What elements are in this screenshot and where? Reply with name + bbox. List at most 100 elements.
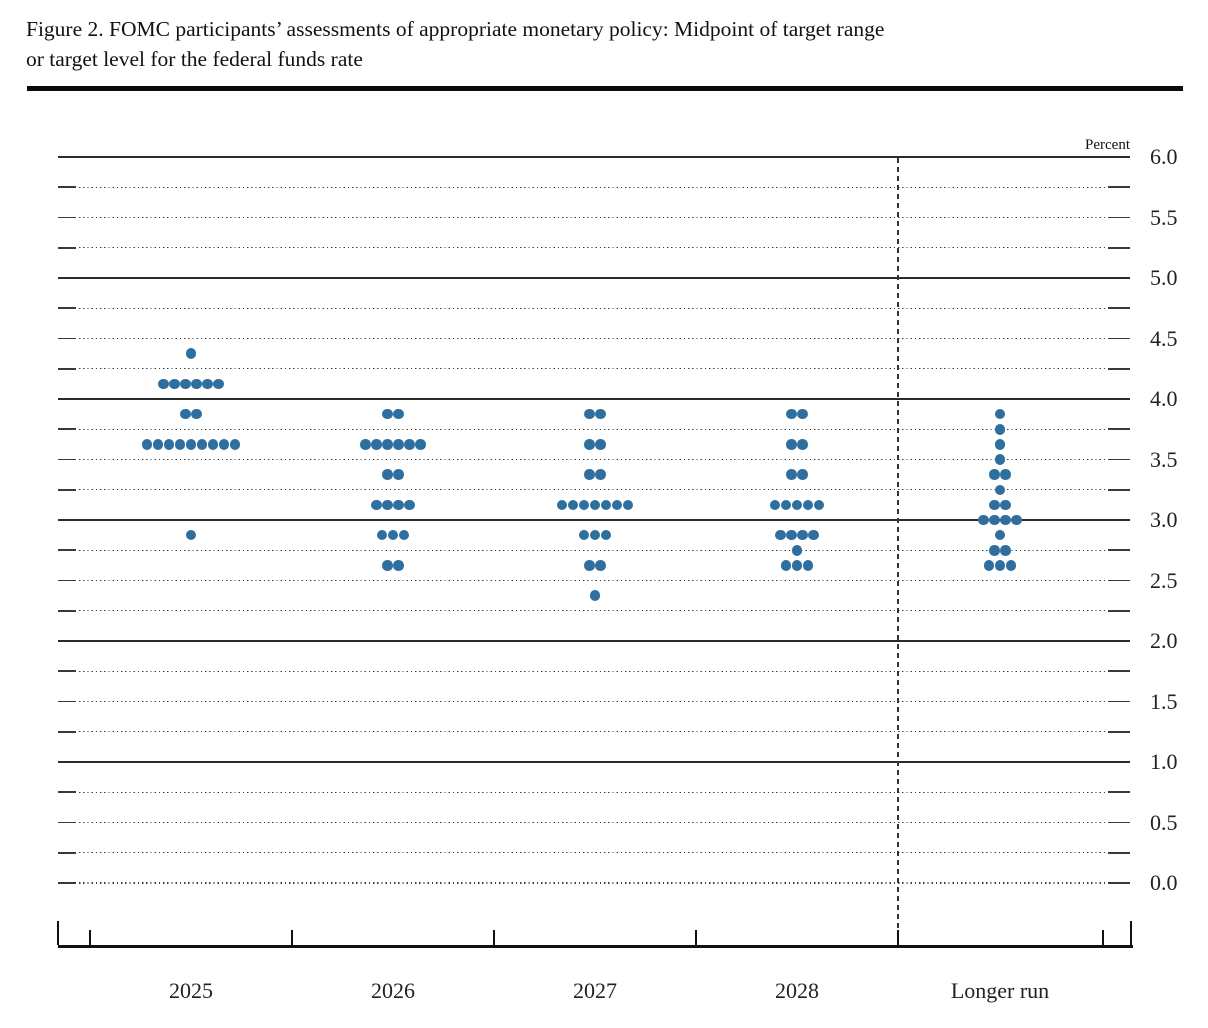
x-axis-label-longer-run: Longer run — [950, 978, 1050, 1003]
dot-longer-run-2.75 — [1000, 545, 1011, 556]
dot-2027-3.875 — [584, 408, 595, 420]
dot-longer-run-2.75 — [989, 545, 1000, 556]
y-axis-label-1.0: 1.0 — [1150, 749, 1178, 774]
dot-2028-2.875 — [808, 529, 819, 541]
dot-2028-2.625 — [780, 560, 792, 571]
y-tick-left-5.50 — [58, 216, 76, 219]
dot-longer-run-3.625 — [994, 439, 1006, 450]
gridline-3.75 — [58, 428, 1106, 430]
dot-2026-2.875 — [387, 529, 399, 541]
dot-2027-3.125 — [589, 499, 601, 511]
dot-2026-3.625 — [360, 439, 371, 450]
dot-longer-run-3.75 — [994, 424, 1006, 435]
y-tick-right-2.25 — [1108, 609, 1130, 612]
dot-2025-4.125 — [213, 378, 224, 390]
dot-2026-3.375 — [393, 469, 404, 480]
dot-2028-2.875 — [797, 529, 808, 541]
figure-title-line-2: or target level for the federal funds ra… — [26, 47, 363, 71]
y-tick-left-5.25 — [58, 246, 76, 249]
y-tick-right-4.50 — [1108, 337, 1130, 340]
y-tick-right-4.25 — [1108, 367, 1130, 370]
x-axis-label-2028: 2028 — [775, 978, 819, 1003]
dot-2026-2.625 — [382, 560, 393, 571]
y-tick-left-4.75 — [58, 307, 76, 310]
y-tick-right-0.25 — [1108, 851, 1130, 854]
dot-2027-2.625 — [584, 560, 595, 571]
dot-2027-3.125 — [600, 499, 612, 511]
gridline-6.00 — [58, 156, 1130, 158]
y-tick-left-0.00 — [58, 882, 76, 884]
dot-longer-run-3.125 — [1000, 499, 1011, 511]
figure-title-line-1: Figure 2. FOMC participants’ assessments… — [26, 17, 885, 41]
gridline-4.50 — [58, 337, 1106, 340]
dot-2026-3.625 — [371, 439, 382, 450]
y-axis-label-2.0: 2.0 — [1150, 628, 1178, 653]
dot-2025-3.625 — [163, 439, 175, 450]
dot-2025-4.125 — [180, 378, 191, 390]
figure-title: Figure 2. FOMC participants’ assessments… — [26, 14, 1186, 74]
dot-2028-2.75 — [791, 545, 803, 556]
dot-2027-2.875 — [578, 529, 590, 541]
longer-run-separator — [897, 158, 899, 945]
dot-2027-3.625 — [584, 439, 595, 450]
x-axis-tick-5 — [1101, 930, 1105, 945]
y-axis-label-4.0: 4.0 — [1150, 386, 1178, 411]
gridline-4.75 — [58, 307, 1106, 309]
dot-2027-3.375 — [584, 469, 595, 480]
dot-longer-run-2.875 — [994, 529, 1006, 541]
dot-2028-2.625 — [791, 560, 803, 571]
x-axis-tick-2 — [492, 930, 496, 945]
dot-2028-3.125 — [813, 499, 825, 511]
dot-2028-3.125 — [780, 499, 792, 511]
y-tick-left-2.50 — [58, 579, 76, 582]
x-axis-end-tick-0 — [56, 921, 60, 945]
dot-2025-3.625 — [207, 439, 219, 450]
y-tick-right-4.75 — [1108, 307, 1130, 310]
gridline-5.25 — [58, 247, 1106, 249]
y-tick-right-5.50 — [1108, 216, 1130, 219]
y-tick-right-2.75 — [1108, 549, 1130, 552]
y-axis-label-1.5: 1.5 — [1150, 688, 1178, 714]
dot-longer-run-3.125 — [989, 499, 1000, 511]
dot-2026-3.625 — [404, 439, 415, 450]
y-tick-right-3.75 — [1108, 428, 1130, 431]
gridline-0.75 — [58, 791, 1106, 793]
x-axis-label-2025: 2025 — [169, 978, 213, 1003]
dot-2026-3.625 — [415, 439, 426, 450]
dot-2028-3.625 — [797, 439, 808, 450]
y-tick-left-0.50 — [58, 821, 76, 824]
dot-2025-3.625 — [141, 439, 153, 450]
dot-longer-run-3.375 — [1000, 469, 1011, 480]
gridline-1.50 — [58, 700, 1106, 703]
dot-longer-run-3 — [1000, 514, 1011, 526]
x-axis-tick-3 — [694, 930, 698, 945]
y-axis-label-5.5: 5.5 — [1150, 204, 1178, 230]
y-tick-right-0.50 — [1108, 821, 1130, 824]
y-tick-left-0.25 — [58, 851, 76, 854]
dot-2025-3.625 — [196, 439, 208, 450]
y-tick-left-3.75 — [58, 428, 76, 431]
gridline-2.25 — [58, 610, 1106, 612]
y-axis-unit-label: Percent — [1085, 137, 1130, 153]
gridline-4.00 — [58, 398, 1130, 400]
y-tick-right-5.75 — [1108, 186, 1130, 189]
dot-2027-3.125 — [556, 499, 568, 511]
dot-2025-3.625 — [152, 439, 164, 450]
dot-2026-3.875 — [382, 408, 393, 420]
y-tick-left-1.75 — [58, 670, 76, 673]
y-tick-left-2.25 — [58, 609, 76, 612]
dot-2028-2.875 — [775, 529, 786, 541]
dot-2026-2.875 — [398, 529, 410, 541]
dot-2025-4.125 — [191, 378, 202, 390]
dot-2026-2.875 — [376, 529, 388, 541]
dot-longer-run-2.625 — [994, 560, 1006, 571]
y-axis-label-0.5: 0.5 — [1150, 809, 1178, 835]
gridline-5.50 — [58, 216, 1106, 219]
dot-2027-3.375 — [595, 469, 606, 480]
dot-2026-3.625 — [393, 439, 404, 450]
dot-2025-3.625 — [218, 439, 230, 450]
dot-2025-3.625 — [174, 439, 186, 450]
y-axis-label-3.5: 3.5 — [1150, 446, 1178, 472]
x-axis-label-2026: 2026 — [371, 978, 415, 1003]
dot-longer-run-3.875 — [994, 408, 1006, 420]
